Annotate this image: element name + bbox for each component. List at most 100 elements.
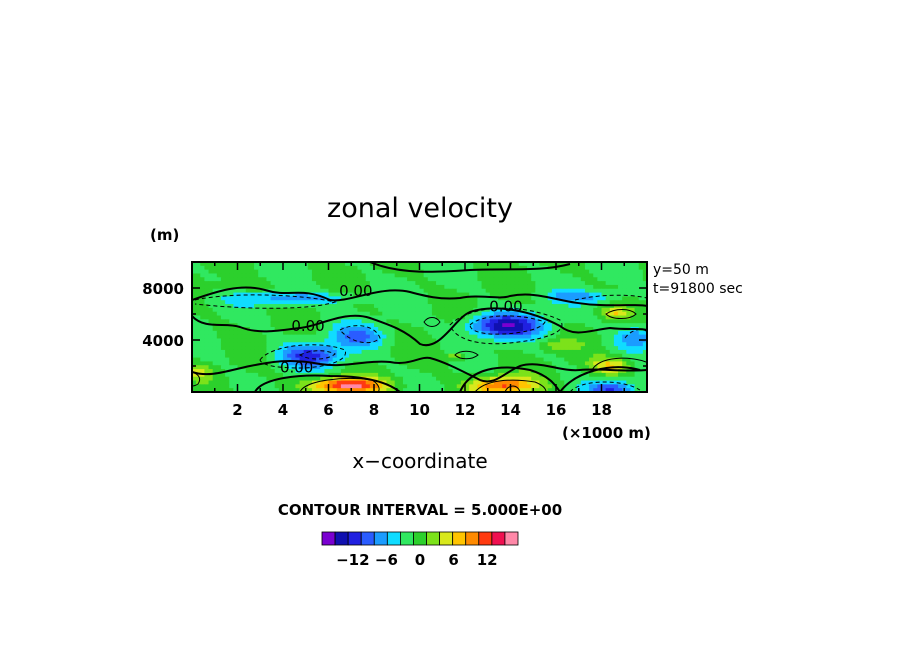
heatmap-cell [593,353,598,359]
heatmap-cell [402,384,408,389]
heatmap-cell [369,281,375,286]
heatmap-cell [498,315,503,320]
heatmap-cell [382,273,387,278]
heatmap-cell [642,357,647,362]
heatmap-cell [332,307,338,313]
heatmap-cell [386,315,392,320]
heatmap-cell [626,323,631,328]
heatmap-cell [489,353,495,359]
colorbar-swatch [491,531,506,546]
heatmap-cell [564,346,569,351]
heatmap-cell [386,262,392,267]
heatmap-cell [543,304,549,309]
heatmap-cell [332,319,338,324]
heatmap-cell [274,372,280,378]
heatmap-cell [266,342,272,347]
heatmap-cell [336,369,342,374]
heatmap-cell [204,262,210,267]
heatmap-cell [477,315,483,320]
heatmap-cell [320,349,325,355]
heatmap-cell [444,384,449,389]
heatmap-cell [589,292,594,297]
heatmap-cell [560,300,565,305]
heatmap-cell [481,338,487,343]
heatmap-cell [634,349,640,355]
heatmap-cell [601,353,607,359]
heatmap-cell [469,353,474,359]
heatmap-cell [618,281,623,286]
heatmap-cell [216,330,222,336]
heatmap-cell [440,380,445,385]
heatmap-cell [398,338,404,343]
heatmap-cell [328,262,334,267]
heatmap-cell [233,357,238,362]
heatmap-cell [299,334,305,339]
heatmap-cell [626,281,631,286]
heatmap-cell [394,273,400,278]
heatmap-cell [514,361,520,366]
heatmap-cell [307,338,313,343]
heatmap-cell [208,262,214,267]
heatmap-cell [465,380,470,385]
heatmap-cell [498,327,503,332]
heatmap-cell [216,357,222,362]
heatmap-cell [382,346,387,351]
heatmap-cell [349,284,354,290]
heatmap-cell [336,334,342,339]
heatmap-cell [229,338,234,343]
heatmap-cell [353,388,358,392]
heatmap-cell [283,323,288,328]
heatmap-cell [278,304,284,309]
heatmap-cell [394,281,400,286]
heatmap-cell [589,357,594,362]
heatmap-cell [543,277,549,282]
heatmap-cell [436,353,441,359]
heatmap-cell [605,338,611,343]
heatmap-cell [249,323,255,328]
heatmap-cell [477,330,483,336]
heatmap-cell [332,369,338,374]
heatmap-cell [642,380,647,385]
heatmap-cell [580,304,586,309]
heatmap-cell [266,357,272,362]
heatmap-cell [411,292,416,297]
heatmap-cell [378,273,383,278]
heatmap-cell [564,361,569,366]
heatmap-cell [220,330,226,336]
heatmap-cell [634,365,640,370]
heatmap-cell [423,284,429,290]
heatmap-cell [295,319,301,324]
heatmap-cell [365,334,371,339]
heatmap-cell [336,281,342,286]
heatmap-cell [560,380,565,385]
heatmap-cell [630,334,636,339]
heatmap-cell [576,273,582,278]
heatmap-cell [415,388,420,392]
heatmap-cell [270,315,276,320]
heatmap-cell [448,372,454,378]
heatmap-cell [241,357,247,362]
heatmap-cell [353,384,358,389]
heatmap-cell [613,384,619,389]
heatmap-cell [254,288,259,294]
heatmap-cell [357,277,363,282]
heatmap-cell [493,346,499,351]
heatmap-cell [411,334,416,339]
heatmap-cell [481,334,487,339]
heatmap-cell [481,353,487,359]
heatmap-cell [365,269,371,274]
heatmap-cell [407,372,412,378]
heatmap-cell [200,365,205,370]
heatmap-cell [584,372,590,378]
heatmap-cell [440,384,445,389]
heatmap-cell [328,327,334,332]
heatmap-cell [216,338,222,343]
heatmap-cell [597,376,602,382]
heatmap-cell [349,281,354,286]
heatmap-cell [556,372,561,378]
heatmap-cell [407,380,412,385]
heatmap-cell [254,365,259,370]
heatmap-cell [311,369,317,374]
heatmap-cell [365,307,371,313]
heatmap-cell [361,334,367,339]
